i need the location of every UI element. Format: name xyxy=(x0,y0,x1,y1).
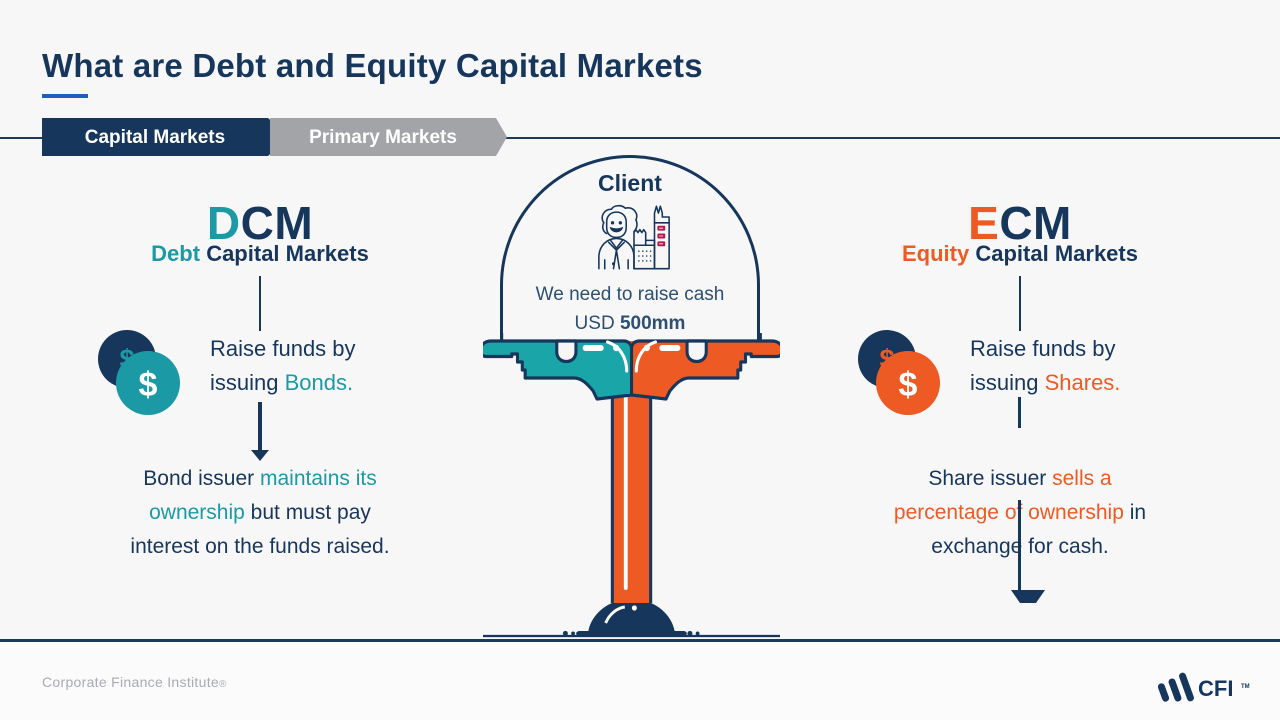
svg-text:Primary Markets: Primary Markets xyxy=(309,127,457,148)
svg-text:$: $ xyxy=(119,344,134,374)
svg-text:TM: TM xyxy=(1241,684,1250,690)
svg-text:CFI: CFI xyxy=(1198,676,1233,701)
svg-text:$: $ xyxy=(139,366,158,404)
svg-text:Capital Markets: Capital Markets xyxy=(85,127,225,148)
svg-text:$: $ xyxy=(899,366,918,404)
svg-text:$: $ xyxy=(879,344,894,374)
